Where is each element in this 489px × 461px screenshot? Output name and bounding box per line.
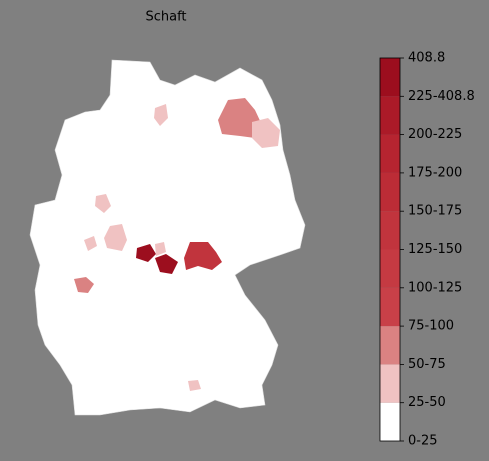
legend-swatch xyxy=(380,58,400,97)
legend-label: 125-150 xyxy=(408,242,462,257)
legend-label: 175-200 xyxy=(408,165,462,180)
legend-swatch xyxy=(380,249,400,288)
legend-label: 200-225 xyxy=(408,127,462,142)
legend-label: 408.8 xyxy=(408,51,445,66)
region xyxy=(218,98,262,138)
region xyxy=(184,242,222,270)
legend-label: 100-125 xyxy=(408,280,462,295)
legend-swatch xyxy=(380,326,400,365)
region xyxy=(136,244,156,262)
legend-label: 0-25 xyxy=(408,434,438,449)
legend-label: 150-175 xyxy=(408,204,462,219)
legend-swatch xyxy=(380,172,400,212)
legend-swatch xyxy=(380,134,400,173)
legend-swatch xyxy=(380,402,400,441)
legend-label: 50-75 xyxy=(408,357,446,372)
legend-label: 225-408.8 xyxy=(408,89,475,104)
region xyxy=(154,104,168,126)
region xyxy=(155,242,166,256)
region xyxy=(252,118,280,148)
legend-label: 75-100 xyxy=(408,319,454,334)
legend-swatch xyxy=(380,364,400,403)
legend-swatch xyxy=(380,96,400,135)
germany-map xyxy=(29,59,306,416)
region xyxy=(84,236,97,251)
region xyxy=(188,380,201,391)
country-outline xyxy=(29,59,306,416)
region xyxy=(74,277,94,293)
region xyxy=(104,224,127,251)
color-legend: 0-25 25-50 50-75 75-100 100-125 125-150 150-17… xyxy=(379,51,475,449)
region xyxy=(95,194,111,213)
legend-label: 25-50 xyxy=(408,395,446,410)
map-title: Schaft xyxy=(145,10,186,25)
legend-swatch xyxy=(380,287,400,327)
legend-swatch xyxy=(380,211,400,250)
region xyxy=(155,254,178,274)
